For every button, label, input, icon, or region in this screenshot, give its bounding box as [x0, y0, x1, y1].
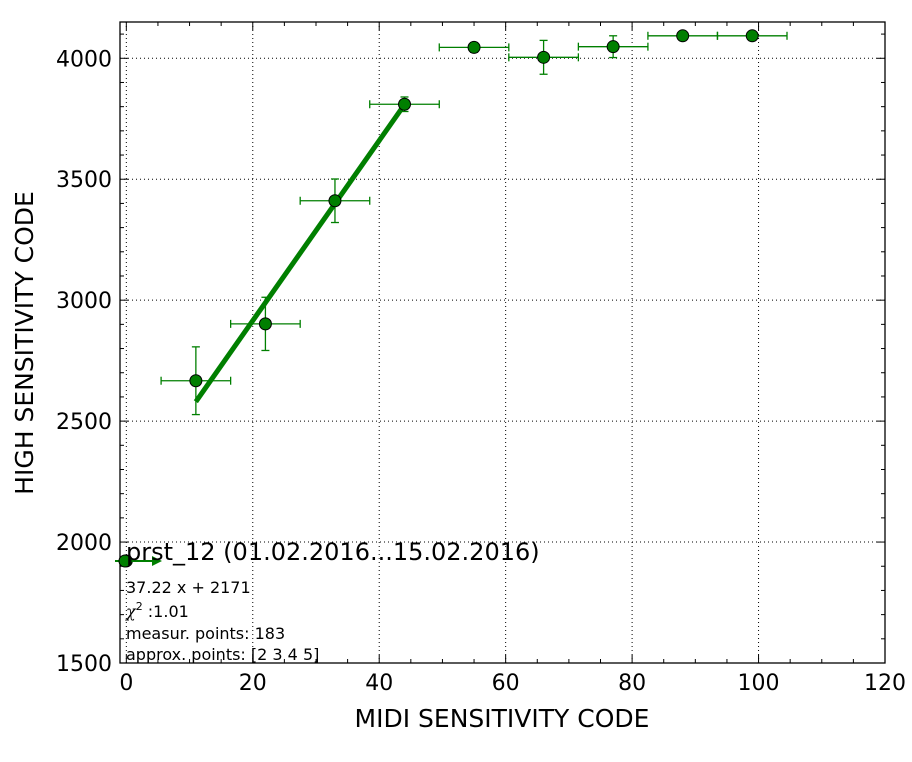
data-point [258, 317, 272, 331]
ticks [120, 22, 886, 664]
x-tick-label: 60 [492, 671, 520, 696]
data-point [398, 97, 412, 111]
fit-line [193, 103, 407, 404]
data-point [606, 40, 620, 54]
legend-approx-points: approx. points: [2 3 4 5] [126, 645, 319, 664]
data-point [189, 374, 203, 388]
x-tick-label: 120 [864, 671, 906, 696]
data-point [676, 29, 690, 43]
x-tick-label: 20 [239, 671, 267, 696]
grid [120, 22, 885, 663]
y-tick-label: 2000 [56, 531, 112, 556]
x-tick-label: 100 [738, 671, 780, 696]
legend-chi2-superscript: 2 [136, 600, 143, 613]
legend-marker [118, 554, 132, 568]
x-tick-label: 40 [365, 671, 393, 696]
legend-title: prst_12 (01.02.2016...15.02.2016) [126, 538, 540, 566]
fit-line-layer [193, 103, 407, 404]
plot-frame [119, 21, 886, 664]
y-tick-label: 1500 [56, 652, 112, 677]
plot-background [120, 22, 885, 663]
x-axis-label: MIDI SENSITIVITY CODE [355, 704, 650, 733]
data-point [537, 50, 551, 64]
x-tick-label: 0 [119, 671, 133, 696]
legend-chi2: χ2 :1.01 [125, 600, 189, 621]
tick-labels: 0 20 40 60 80 100 120 1500 2000 2500 3000 3500 4000 [56, 47, 906, 696]
y-tick-label: 2500 [56, 410, 112, 435]
data-point [467, 40, 481, 54]
legend-equation: 37.22 x + 2171 [126, 578, 251, 597]
y-tick-label: 3500 [56, 168, 112, 193]
x-tick-label: 80 [618, 671, 646, 696]
legend-chi2-value: :1.01 [143, 602, 189, 621]
y-axis-label: HIGH SENSITIVITY CODE [10, 191, 39, 495]
data-point [745, 29, 759, 43]
legend-chi2-symbol: χ [125, 602, 137, 621]
legend-measur-points: measur. points: 183 [126, 624, 285, 643]
y-tick-label: 3000 [56, 289, 112, 314]
legend: prst_12 (01.02.2016...15.02.2016) 37.22 … [115, 538, 540, 664]
data-point [328, 194, 342, 208]
legend-marker-arrow [152, 556, 162, 566]
y-tick-label: 4000 [56, 47, 112, 72]
